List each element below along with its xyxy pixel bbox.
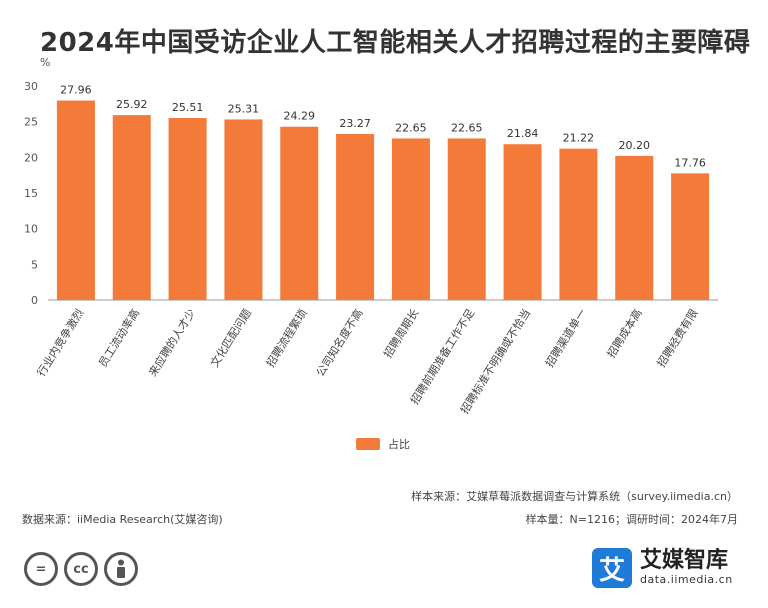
category-label: 来应聘的人才少 — [145, 306, 198, 379]
category-label: 行业内竞争激烈 — [34, 306, 87, 379]
value-label: 25.31 — [228, 102, 260, 115]
value-label: 25.92 — [116, 98, 148, 111]
bar — [224, 119, 263, 301]
y-tick-label: 0 — [31, 294, 38, 307]
bar — [391, 138, 430, 300]
bar — [615, 155, 654, 300]
value-label: 21.84 — [507, 127, 539, 140]
bar — [112, 115, 151, 300]
y-tick-label: 20 — [24, 151, 38, 164]
value-label: 21.22 — [563, 132, 595, 145]
legend: 占比 — [356, 436, 410, 452]
value-labels: 27.96 25.92 25.51 25.31 24.29 23.27 22.65 22.65… — [60, 84, 706, 170]
y-tick-label: 30 — [24, 80, 38, 93]
y-axis: 0 5 10 15 20 25 30 — [24, 80, 38, 307]
equals-icon: = — [24, 552, 58, 586]
bar — [671, 173, 710, 300]
value-label: 23.27 — [339, 117, 371, 130]
brand: 艾 艾媒智库 data.iimedia.cn — [592, 548, 733, 588]
data-source: 数据来源：iiMedia Research(艾媒咨询) — [22, 513, 223, 526]
legend-swatch — [356, 438, 380, 450]
category-label: 招聘前期准备工作不足 — [407, 306, 477, 407]
value-label: 22.65 — [395, 121, 427, 134]
person-icon — [104, 552, 138, 586]
value-label: 27.96 — [60, 84, 92, 97]
y-tick-label: 10 — [24, 223, 38, 236]
category-label: 招聘周期长 — [380, 306, 421, 360]
value-label: 20.20 — [619, 139, 651, 152]
value-label: 25.51 — [172, 101, 204, 114]
sample-size: 样本量：N=1216；调研时间：2024年7月 — [525, 513, 738, 526]
bar — [168, 118, 207, 301]
bars — [56, 100, 710, 301]
bar — [559, 148, 598, 300]
brand-logo: 艾 — [592, 548, 632, 588]
category-label: 招聘经费有限 — [654, 306, 701, 369]
bar-chart: % 0 5 10 15 20 25 30 27.96 25.92 25.51 25.31 24.29… — [24, 56, 718, 416]
chart-title: 2024年中国受访企业人工智能相关人才招聘过程的主要障碍 — [40, 28, 751, 58]
y-tick-label: 5 — [31, 258, 38, 271]
brand-url: data.iimedia.cn — [640, 573, 733, 586]
sample-source: 样本来源：艾媒草莓派数据调查与计算系统（survey.iimedia.cn） — [411, 490, 738, 503]
category-labels: 行业内竞争激烈 员工流动率高 来应聘的人才少 文化匹配问题 招聘流程繁琐 公司知名度不高招… — [34, 306, 701, 416]
bar — [336, 134, 375, 300]
value-label: 17.76 — [674, 156, 706, 169]
category-label: 招聘流程繁琐 — [263, 306, 310, 369]
bar — [447, 138, 486, 300]
y-axis-unit: % — [40, 56, 50, 69]
bar — [503, 144, 542, 300]
y-tick-label: 25 — [24, 116, 38, 129]
brand-name: 艾媒智库 — [640, 548, 729, 573]
value-label: 22.65 — [451, 121, 483, 134]
cc-icon: cc — [64, 552, 98, 586]
bar — [56, 100, 95, 300]
category-label: 员工流动率高 — [95, 306, 142, 369]
category-label: 招聘渠道单一 — [542, 306, 589, 369]
category-label: 公司知名度不高 — [313, 306, 366, 379]
bar — [280, 126, 319, 301]
legend-label: 占比 — [388, 438, 410, 451]
category-label: 招聘成本高 — [604, 306, 645, 360]
y-tick-label: 15 — [24, 187, 38, 200]
value-label: 24.29 — [284, 110, 316, 123]
category-label: 文化匹配问题 — [207, 306, 254, 369]
license-icons: = cc — [24, 552, 138, 586]
